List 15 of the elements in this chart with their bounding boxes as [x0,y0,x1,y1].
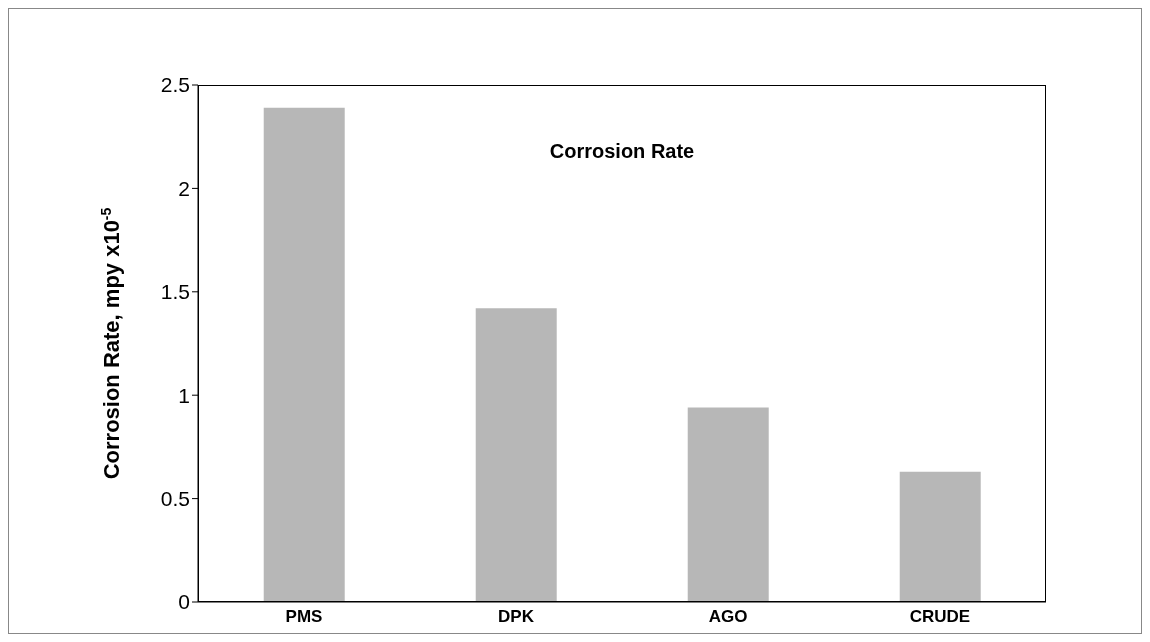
y-tick-label: 2.5 [160,73,190,97]
bar [263,107,345,602]
x-tick-label: DPK [498,607,535,627]
text: Corrosion Rate [548,140,696,163]
y-tick-label: 2 [178,176,190,200]
y-tick-label: 0.5 [160,487,190,511]
x-tick-label: AGO [708,607,748,627]
y-tick-label: 0 [178,590,190,614]
y-tick-label: 1.5 [160,280,190,304]
x-tick-label: PMS [285,607,323,627]
y-tick-label: 1 [178,383,190,407]
bar [899,471,981,602]
bar [687,407,769,602]
bar [475,308,557,602]
x-tick-label: CRUDE [909,607,971,627]
